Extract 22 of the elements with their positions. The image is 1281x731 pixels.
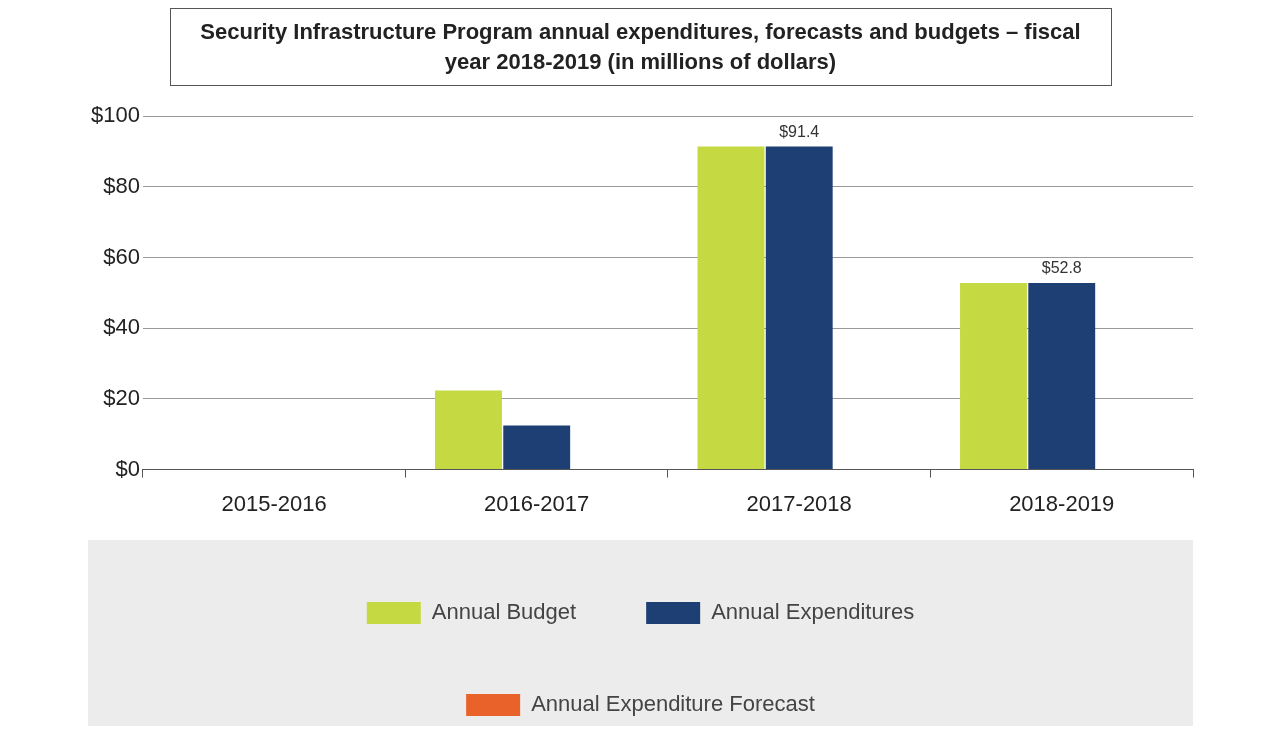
legend-label: Annual Expenditures [711, 599, 915, 625]
y-tick-label: $20 [103, 384, 140, 410]
data-label: $52.8 [1041, 259, 1082, 277]
bar [697, 146, 765, 470]
legend-label: Annual Budget [431, 599, 577, 625]
y-tick-label: $60 [103, 243, 140, 269]
bar [435, 390, 502, 470]
x-tick-label: 2015-2016 [221, 490, 327, 516]
data-label: $91.4 [779, 122, 820, 140]
legend-label: Annual Expenditure Forecast [531, 691, 815, 717]
bar [1028, 282, 1096, 470]
x-tick-label: 2016-2017 [484, 490, 590, 516]
y-tick-label: $40 [103, 314, 140, 340]
chart-title: Security Infrastructure Program annual expenditures, forecasts and budgets – fiscal year 2018-2019 (in millions of dollars) [169, 8, 1112, 86]
bar [765, 146, 833, 470]
x-tick-label: 2018-2019 [1009, 490, 1115, 516]
y-tick-label: $80 [103, 172, 140, 198]
y-tick-label: $0 [115, 455, 140, 481]
y-tick-label: $100 [90, 102, 140, 128]
bar [503, 425, 571, 470]
bar [960, 282, 1027, 470]
x-tick-label: 2017-2018 [746, 490, 852, 516]
